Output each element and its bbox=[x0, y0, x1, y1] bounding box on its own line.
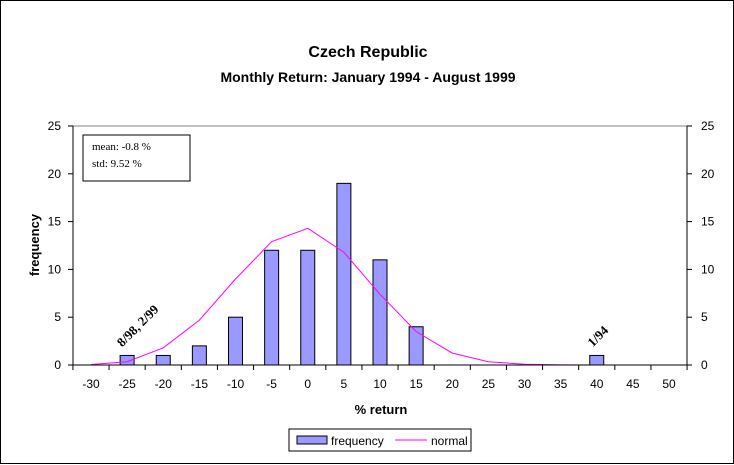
x-tick-label: 30 bbox=[518, 377, 532, 391]
x-tick-label: -15 bbox=[191, 377, 209, 391]
mean-label: mean: -0.8 % bbox=[92, 141, 151, 153]
frequency-bar bbox=[589, 354, 605, 366]
frequency-bar bbox=[191, 345, 207, 366]
y-tick-label-right: 5 bbox=[701, 310, 708, 324]
y-tick-label-left: 15 bbox=[48, 215, 62, 229]
legend-frequency-swatch bbox=[296, 435, 328, 445]
y-tick-label-right: 25 bbox=[701, 119, 715, 133]
frequency-bars bbox=[119, 182, 605, 366]
x-tick-label: -30 bbox=[82, 377, 100, 391]
x-tick-label: 45 bbox=[626, 377, 640, 391]
frequency-bar bbox=[336, 182, 352, 366]
frequency-bar bbox=[228, 316, 243, 366]
x-tick-label: -20 bbox=[155, 377, 173, 391]
legend-normal-label: normal bbox=[431, 434, 468, 448]
x-tick-label: 0 bbox=[304, 377, 311, 391]
x-tick-label: 15 bbox=[409, 377, 423, 391]
frequency-bar bbox=[264, 249, 280, 366]
x-tick-label: -25 bbox=[118, 377, 136, 391]
x-tick-label: 25 bbox=[482, 377, 496, 391]
x-tick-label: 35 bbox=[554, 377, 568, 391]
x-tick-label: 20 bbox=[446, 377, 460, 391]
legend: frequency normal bbox=[288, 428, 472, 452]
x-tick-label: 5 bbox=[341, 377, 348, 391]
axis-ticks: 0 0 5 5 10 10 15 15 20 20 25 25 -30 -25 -20 -15 -10 -5 0 5 1… bbox=[48, 119, 715, 391]
y-axis-label: frequency bbox=[27, 213, 42, 276]
chart-subtitle: Monthly Return: January 1994 - August 19… bbox=[220, 69, 515, 85]
y-tick-label-left: 25 bbox=[48, 119, 62, 133]
frequency-bar bbox=[300, 249, 316, 366]
y-tick-label-right: 10 bbox=[701, 262, 715, 276]
std-label: std: 9.52 % bbox=[92, 158, 142, 170]
y-tick-label-left: 5 bbox=[54, 310, 61, 324]
stats-box-border bbox=[82, 134, 191, 182]
x-axis-label: % return bbox=[355, 402, 408, 417]
y-tick-label-right: 0 bbox=[701, 358, 708, 372]
frequency-bar bbox=[155, 354, 171, 366]
x-tick-label: -5 bbox=[266, 377, 277, 391]
y-tick-label-left: 0 bbox=[54, 358, 61, 372]
chart-title: Czech Republic bbox=[308, 44, 427, 61]
x-tick-label: 10 bbox=[373, 377, 387, 391]
x-tick-label: 50 bbox=[662, 377, 676, 391]
y-tick-label-left: 10 bbox=[48, 262, 62, 276]
frequency-bar bbox=[408, 326, 424, 366]
x-tick-label: -10 bbox=[227, 377, 245, 391]
legend-frequency-label: frequency bbox=[331, 434, 384, 448]
frequency-bar bbox=[372, 259, 388, 366]
stats-box: mean: -0.8 % std: 9.52 % bbox=[82, 134, 191, 182]
annotation-1-94: 1/94 bbox=[584, 322, 611, 349]
x-tick-label: 40 bbox=[590, 377, 604, 391]
y-tick-label-right: 15 bbox=[701, 215, 715, 229]
legend-border bbox=[288, 428, 472, 452]
y-tick-label-right: 20 bbox=[701, 167, 715, 181]
annotation-8-98-2-99: 8/98, 2/99 bbox=[114, 301, 162, 349]
y-tick-label-left: 20 bbox=[48, 167, 62, 181]
